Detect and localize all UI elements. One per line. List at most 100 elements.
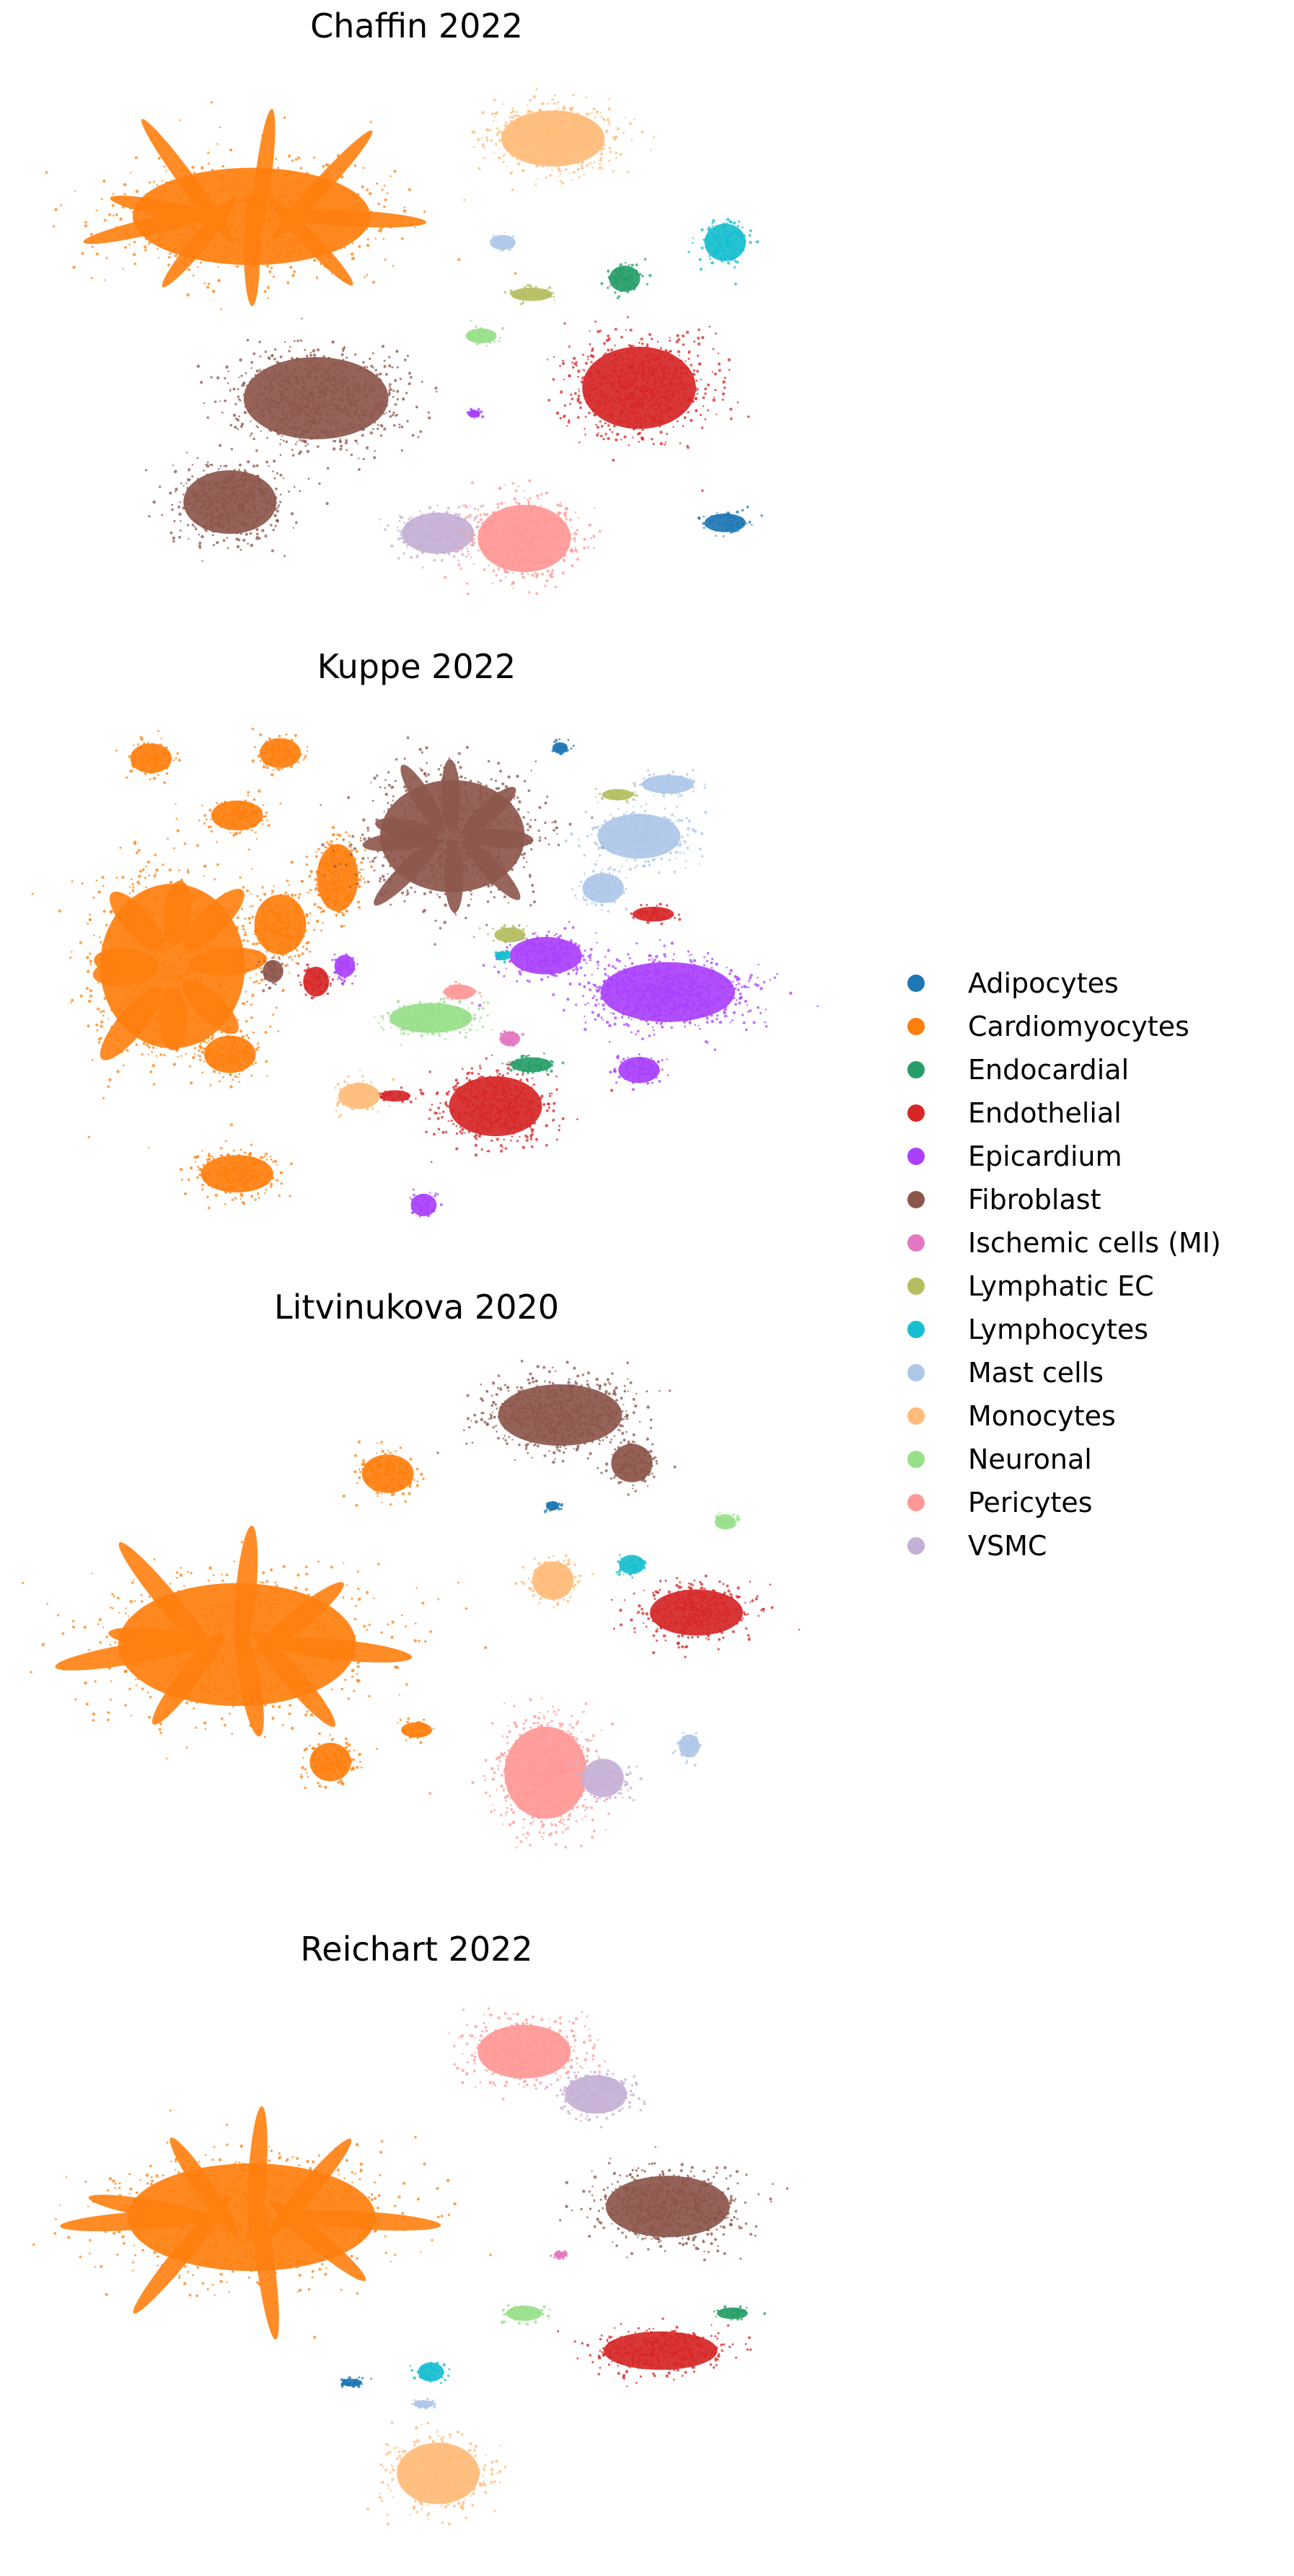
- cell-point: [371, 382, 374, 385]
- cell-point: [273, 368, 275, 371]
- cell-point: [168, 219, 172, 221]
- cell-point: [182, 192, 185, 195]
- cell-point: [330, 247, 333, 250]
- cell-point: [345, 356, 348, 359]
- cell-point: [584, 132, 588, 135]
- cell-point: [616, 396, 619, 399]
- cell-point: [383, 205, 386, 208]
- cell-point: [388, 385, 391, 388]
- cell-point: [220, 513, 223, 516]
- cell-point: [591, 379, 594, 382]
- cell-point: [335, 425, 338, 428]
- cell-point: [329, 194, 332, 197]
- cell-point: [262, 515, 265, 518]
- cell-point: [289, 170, 292, 173]
- cell-point: [307, 414, 309, 417]
- cell-point: [303, 209, 306, 212]
- cell-point: [563, 121, 565, 123]
- cell-point: [237, 388, 239, 390]
- cell-point: [258, 340, 261, 343]
- cell-point: [230, 447, 234, 451]
- cell-point: [667, 400, 671, 403]
- cell-point: [479, 518, 483, 522]
- cell-point: [588, 399, 591, 402]
- cell-point: [547, 131, 550, 133]
- cell-point: [498, 340, 501, 343]
- cell-point: [203, 245, 207, 248]
- cell-point: [669, 349, 672, 353]
- cell-point: [437, 520, 439, 522]
- cell-point: [554, 548, 558, 552]
- cell-point: [266, 396, 268, 399]
- cell-point: [229, 423, 233, 427]
- cell-point: [581, 141, 585, 146]
- cell-point: [359, 376, 361, 378]
- cell-point: [652, 136, 655, 139]
- cell-point: [266, 189, 269, 193]
- cell-point: [214, 194, 216, 196]
- cell-point: [291, 454, 295, 457]
- cell-point: [602, 408, 605, 411]
- cell-point: [419, 529, 421, 532]
- cell-point: [554, 585, 558, 589]
- cell-point: [161, 514, 164, 516]
- cell-point: [431, 537, 435, 541]
- cell-point: [740, 233, 743, 236]
- cell-point: [194, 179, 198, 183]
- cell-point: [594, 320, 597, 323]
- cell-point: [749, 229, 752, 232]
- cell-point: [270, 430, 273, 432]
- cell-point: [237, 201, 241, 204]
- cell-point: [676, 334, 679, 338]
- cell-point: [410, 523, 413, 527]
- cell-point: [695, 409, 698, 413]
- cell-point: [219, 465, 222, 467]
- cell-point: [297, 156, 299, 158]
- cell-point: [376, 373, 379, 377]
- cell-point: [324, 188, 327, 191]
- cell-point: [457, 506, 461, 509]
- cell-point: [523, 490, 525, 492]
- cell-point: [247, 188, 250, 190]
- cell-point: [206, 286, 210, 289]
- cell-point: [259, 368, 261, 371]
- cell-point: [210, 525, 214, 529]
- cell-point: [221, 472, 224, 475]
- cell-point: [261, 413, 264, 416]
- cell-point: [100, 198, 103, 201]
- cell-point: [326, 198, 329, 201]
- cell-point: [621, 368, 625, 371]
- cell-point: [183, 243, 187, 247]
- cell-point: [315, 364, 317, 366]
- cell-point: [163, 165, 166, 168]
- cell-point: [257, 384, 260, 387]
- cell-point: [495, 111, 498, 115]
- cell-point: [325, 419, 329, 423]
- cell-point: [675, 340, 679, 344]
- cell-point: [258, 381, 260, 384]
- cell-point: [505, 576, 507, 579]
- cell-point: [124, 246, 127, 249]
- cell-point: [483, 547, 485, 550]
- cell-point: [718, 369, 721, 372]
- cell-point: [237, 214, 240, 217]
- cell-point: [712, 261, 714, 264]
- cell-point: [273, 374, 277, 377]
- cell-point: [615, 374, 619, 377]
- cell-point: [304, 206, 308, 209]
- cell-point: [298, 382, 301, 386]
- cell-point: [393, 170, 397, 173]
- cell-point: [273, 428, 276, 430]
- cell-point: [452, 527, 455, 530]
- cell-point: [655, 398, 658, 401]
- cell-point: [413, 219, 415, 221]
- cell-point: [457, 516, 459, 519]
- cell-point: [226, 245, 229, 248]
- cell-point: [255, 449, 258, 452]
- cell-point: [179, 529, 182, 532]
- cell-point: [589, 330, 591, 333]
- cell-point: [628, 283, 630, 286]
- cell-point: [232, 502, 235, 505]
- cell-point: [335, 418, 338, 421]
- cell-point: [422, 547, 424, 549]
